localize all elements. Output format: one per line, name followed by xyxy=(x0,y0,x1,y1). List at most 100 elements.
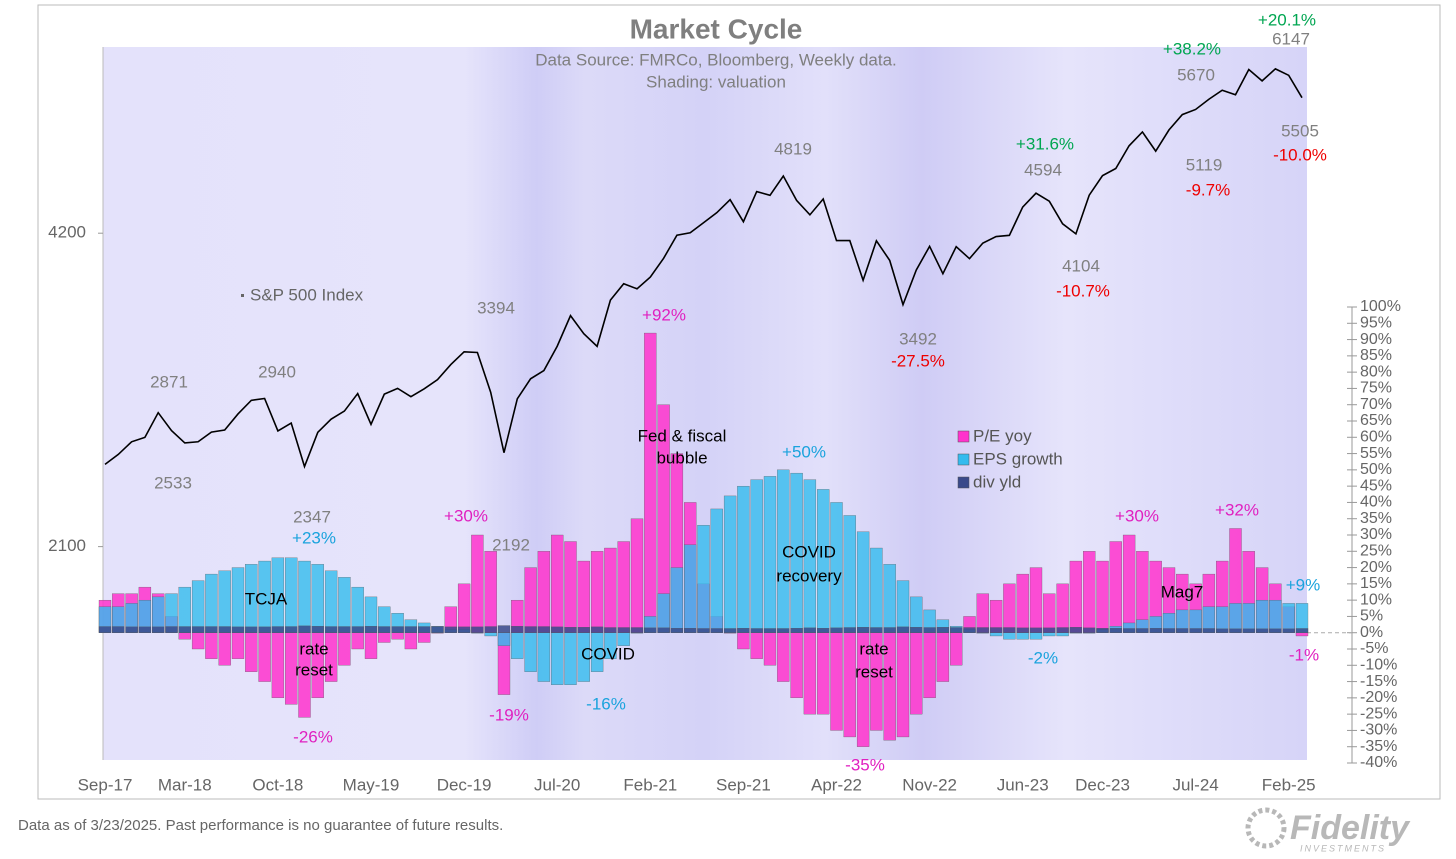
bar xyxy=(896,626,910,633)
y2-tick-label: 50% xyxy=(1360,461,1392,478)
bar xyxy=(125,626,138,633)
bar xyxy=(883,627,896,633)
bar xyxy=(697,628,710,633)
legend-label: S&P 500 Index xyxy=(250,285,364,304)
bar xyxy=(590,551,604,633)
bar xyxy=(1003,583,1016,633)
annotation: 5670 xyxy=(1177,65,1215,84)
bar xyxy=(910,632,923,715)
bar xyxy=(883,564,896,633)
logo: Fidelity xyxy=(1290,809,1411,847)
bar xyxy=(923,627,936,633)
bar xyxy=(577,560,590,633)
bar xyxy=(750,632,763,659)
bar xyxy=(1269,599,1282,633)
bar xyxy=(457,583,471,633)
bar xyxy=(870,627,883,633)
annotation: -26% xyxy=(293,727,333,746)
bar xyxy=(790,628,803,633)
annotation: reset xyxy=(855,662,893,681)
bar xyxy=(431,626,444,633)
y2-tick-label: 5% xyxy=(1360,608,1383,625)
bar xyxy=(1069,560,1083,633)
x-tick-label: Feb-25 xyxy=(1262,775,1316,794)
bar xyxy=(524,626,537,633)
bar xyxy=(511,626,524,633)
bar xyxy=(1295,628,1309,633)
bar xyxy=(484,632,497,637)
bar xyxy=(1016,632,1029,640)
annotation: Mag7 xyxy=(1161,582,1204,601)
bar xyxy=(896,580,910,633)
bar xyxy=(258,626,271,633)
bar xyxy=(644,627,657,633)
annotation: -10.7% xyxy=(1056,281,1110,300)
bar xyxy=(1122,534,1136,633)
bar xyxy=(763,628,777,633)
bar xyxy=(205,626,218,633)
bar xyxy=(285,626,298,633)
annotation: Fed & fiscal xyxy=(638,426,727,445)
bar xyxy=(1176,628,1189,633)
bar xyxy=(404,632,418,650)
bar xyxy=(923,632,936,699)
bar xyxy=(1096,628,1109,633)
annotation: 4104 xyxy=(1062,256,1100,275)
chart-title: Market Cycle xyxy=(630,13,803,44)
annotation: 6147 xyxy=(1272,29,1310,48)
annotation: reset xyxy=(295,660,333,679)
annotation: +30% xyxy=(1115,506,1159,525)
bar xyxy=(1216,628,1229,633)
bar xyxy=(298,625,311,633)
bar xyxy=(378,632,391,643)
bar xyxy=(1056,627,1069,633)
bar xyxy=(564,541,577,633)
bar xyxy=(936,632,950,682)
bar xyxy=(723,628,737,633)
y2-tick-label: 35% xyxy=(1360,510,1392,527)
bar xyxy=(471,534,484,633)
bar xyxy=(551,632,564,685)
bar xyxy=(245,626,258,633)
legend-swatch xyxy=(241,294,244,297)
y2-tick-label: 15% xyxy=(1360,575,1392,592)
bar xyxy=(138,626,152,633)
bar xyxy=(777,628,790,633)
bar xyxy=(1255,599,1269,633)
y2-tick-label: -30% xyxy=(1360,722,1397,739)
bar xyxy=(1149,628,1162,633)
bar xyxy=(976,627,989,633)
bar xyxy=(205,632,218,659)
x-tick-label: Feb-21 xyxy=(623,775,677,794)
y-tick-label: 2100 xyxy=(48,536,86,555)
bar xyxy=(444,626,457,633)
bar xyxy=(338,626,351,633)
bar xyxy=(551,626,564,633)
bar xyxy=(1043,632,1056,637)
bar xyxy=(1029,567,1043,633)
bar xyxy=(1282,603,1295,633)
y2-tick-label: -35% xyxy=(1360,738,1397,755)
bar xyxy=(910,627,923,633)
bar xyxy=(1136,628,1149,633)
annotation: 2871 xyxy=(150,372,188,391)
bar xyxy=(1083,551,1096,633)
bar xyxy=(1295,603,1309,633)
bar xyxy=(1242,628,1255,633)
bar xyxy=(1056,583,1069,633)
annotation: 5505 xyxy=(1281,121,1319,140)
bar xyxy=(1016,627,1029,633)
bar xyxy=(324,570,338,633)
y2-tick-label: 45% xyxy=(1360,477,1392,494)
annotation: -9.7% xyxy=(1186,180,1230,199)
annotation: rate xyxy=(299,639,328,658)
bar xyxy=(1282,628,1295,633)
bar xyxy=(378,626,391,633)
annotation: +20.1% xyxy=(1258,10,1316,29)
bar xyxy=(191,632,205,650)
bar xyxy=(324,626,338,633)
bar xyxy=(710,628,723,633)
annotation: -16% xyxy=(586,694,626,713)
annotation: bubble xyxy=(656,448,707,467)
